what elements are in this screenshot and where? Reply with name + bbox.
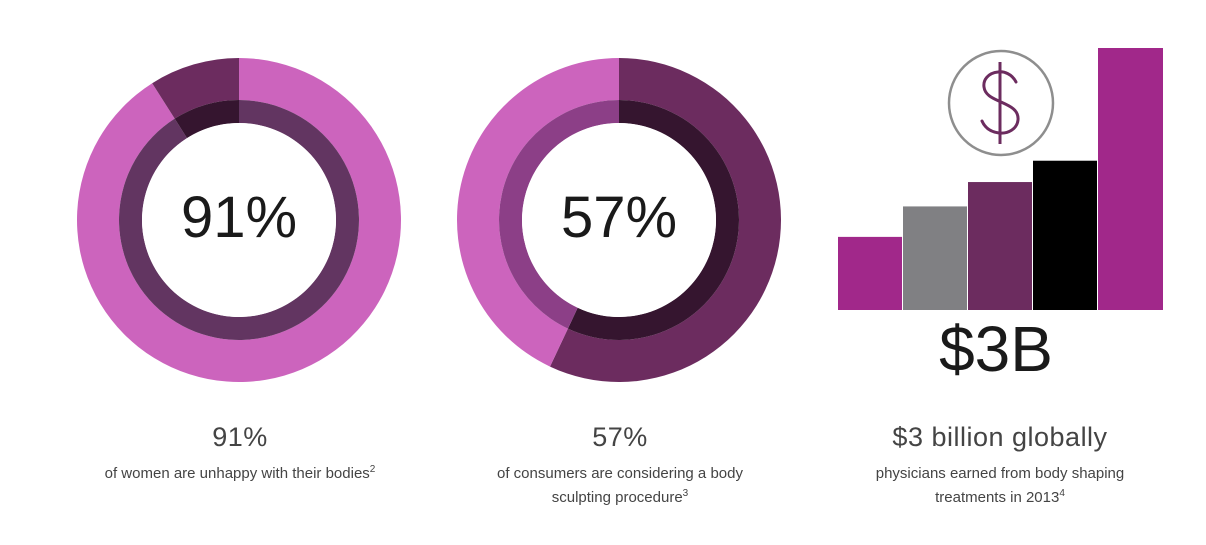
donut-2-inner-segment-value: [567, 100, 739, 341]
caption-desc-1-text: of women are unhappy with their bodies: [104, 465, 370, 482]
caption-desc-1: of women are unhappy with their bodies2: [40, 462, 440, 486]
donut-1-hole: [142, 123, 336, 317]
donut-chart-women-unhappy: [77, 58, 402, 382]
footnote-marker-1: 2: [369, 464, 376, 475]
donut-center-label-57: 57%: [561, 185, 677, 250]
bar-chart-total-label: $3B: [939, 313, 1053, 385]
bar-3: [968, 182, 1032, 310]
caption-panel-3: $3 billion globally physicians earned fr…: [800, 420, 1200, 510]
donut-chart-consumers-considering: [457, 58, 781, 382]
caption-desc-2-line2: sculpting procedure: [551, 489, 683, 506]
bar-1: [838, 236, 902, 310]
bar-2: [903, 206, 967, 310]
donut-1-inner-segment-rest: [174, 100, 239, 139]
footnote-marker-2: 3: [682, 488, 689, 499]
caption-desc-2-line1: of consumers are considering a body: [497, 465, 743, 482]
caption-desc-3: physicians earned from body shaping trea…: [800, 462, 1200, 510]
caption-desc-3-line1: physicians earned from body shaping: [875, 465, 1125, 482]
donut-2-inner-segment-rest: [499, 100, 619, 329]
donut-2-outer-segment-value: [550, 58, 781, 382]
donut-2-outer-segment-rest: [457, 58, 619, 367]
donut-center-label-91: 91%: [181, 185, 297, 250]
caption-desc-3-line2: treatments in 2013: [935, 489, 1060, 506]
footnote-marker-3: 4: [1059, 488, 1065, 499]
donut-1-outer-segment-rest: [152, 58, 239, 119]
dollar-sign-icon: [947, 49, 1055, 157]
caption-stat-1: 91%: [212, 422, 268, 452]
bar-4: [1033, 160, 1097, 310]
caption-panel-2: 57% of consumers are considering a body …: [420, 420, 820, 510]
caption-stat-2: 57%: [592, 422, 648, 452]
caption-stat-3: $3 billion globally: [892, 422, 1108, 452]
donut-2-hole: [522, 123, 716, 317]
caption-panel-1: 91% of women are unhappy with their bodi…: [40, 420, 440, 486]
caption-desc-2: of consumers are considering a body scul…: [420, 462, 820, 510]
bar-chart-earnings: [838, 48, 1163, 310]
bar-5: [1098, 48, 1163, 310]
